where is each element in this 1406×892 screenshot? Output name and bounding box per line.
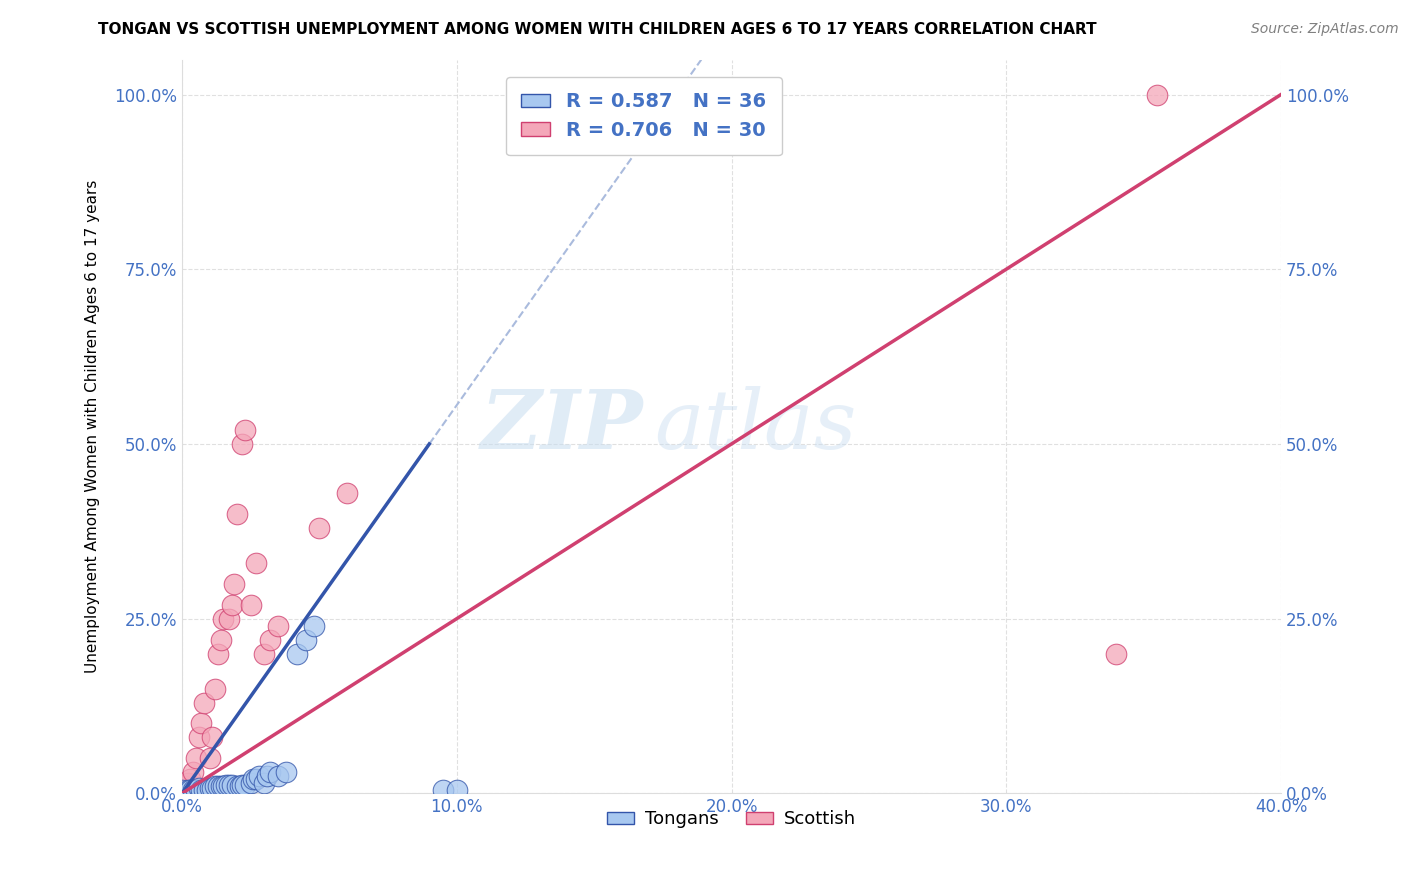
Point <box>173 780 195 794</box>
Point <box>187 780 209 795</box>
Point <box>336 486 359 500</box>
Point <box>212 612 235 626</box>
Text: atlas: atlas <box>655 386 856 467</box>
Text: ZIP: ZIP <box>481 386 644 467</box>
Point <box>193 696 215 710</box>
Point <box>239 598 262 612</box>
Point <box>207 780 229 794</box>
Point <box>218 778 240 792</box>
Point <box>207 647 229 661</box>
Point <box>181 782 204 797</box>
Point <box>193 782 215 797</box>
Point <box>432 782 454 797</box>
Point <box>224 576 246 591</box>
Point <box>209 632 232 647</box>
Point <box>308 521 330 535</box>
Point <box>245 772 267 787</box>
Point <box>245 556 267 570</box>
Point <box>195 782 218 797</box>
Y-axis label: Unemployment Among Women with Children Ages 6 to 17 years: Unemployment Among Women with Children A… <box>86 180 100 673</box>
Point <box>204 780 226 794</box>
Point <box>179 782 201 797</box>
Point <box>198 780 221 795</box>
Point <box>276 765 298 780</box>
Point <box>218 612 240 626</box>
Point <box>253 776 276 790</box>
Point <box>221 778 243 792</box>
Point <box>190 716 212 731</box>
Point <box>446 782 468 797</box>
Point <box>1105 647 1128 661</box>
Point <box>176 776 198 790</box>
Point <box>259 765 281 780</box>
Point <box>201 780 224 795</box>
Point <box>256 769 278 783</box>
Point <box>302 618 325 632</box>
Point <box>215 778 238 792</box>
Point <box>190 782 212 797</box>
Point <box>170 782 193 797</box>
Point <box>231 437 253 451</box>
Point <box>247 769 270 783</box>
Point <box>233 423 256 437</box>
Point <box>179 772 201 787</box>
Point <box>229 780 252 794</box>
Point <box>226 780 249 794</box>
Point <box>231 778 253 792</box>
Point <box>187 731 209 745</box>
Point <box>239 776 262 790</box>
Point <box>267 769 290 783</box>
Point <box>212 780 235 794</box>
Point <box>287 647 309 661</box>
Point <box>242 772 264 787</box>
Point <box>294 632 316 647</box>
Point <box>198 751 221 765</box>
Legend: Tongans, Scottish: Tongans, Scottish <box>600 803 863 836</box>
Point <box>184 782 207 797</box>
Text: TONGAN VS SCOTTISH UNEMPLOYMENT AMONG WOMEN WITH CHILDREN AGES 6 TO 17 YEARS COR: TONGAN VS SCOTTISH UNEMPLOYMENT AMONG WO… <box>98 22 1097 37</box>
Point <box>204 681 226 696</box>
Point <box>226 507 249 521</box>
Point <box>233 778 256 792</box>
Point <box>221 598 243 612</box>
Point <box>1146 87 1168 102</box>
Point <box>170 782 193 797</box>
Point <box>184 751 207 765</box>
Point <box>259 632 281 647</box>
Point <box>253 647 276 661</box>
Point <box>201 731 224 745</box>
Point <box>267 618 290 632</box>
Point <box>181 765 204 780</box>
Text: Source: ZipAtlas.com: Source: ZipAtlas.com <box>1251 22 1399 37</box>
Point <box>176 782 198 797</box>
Point <box>209 780 232 794</box>
